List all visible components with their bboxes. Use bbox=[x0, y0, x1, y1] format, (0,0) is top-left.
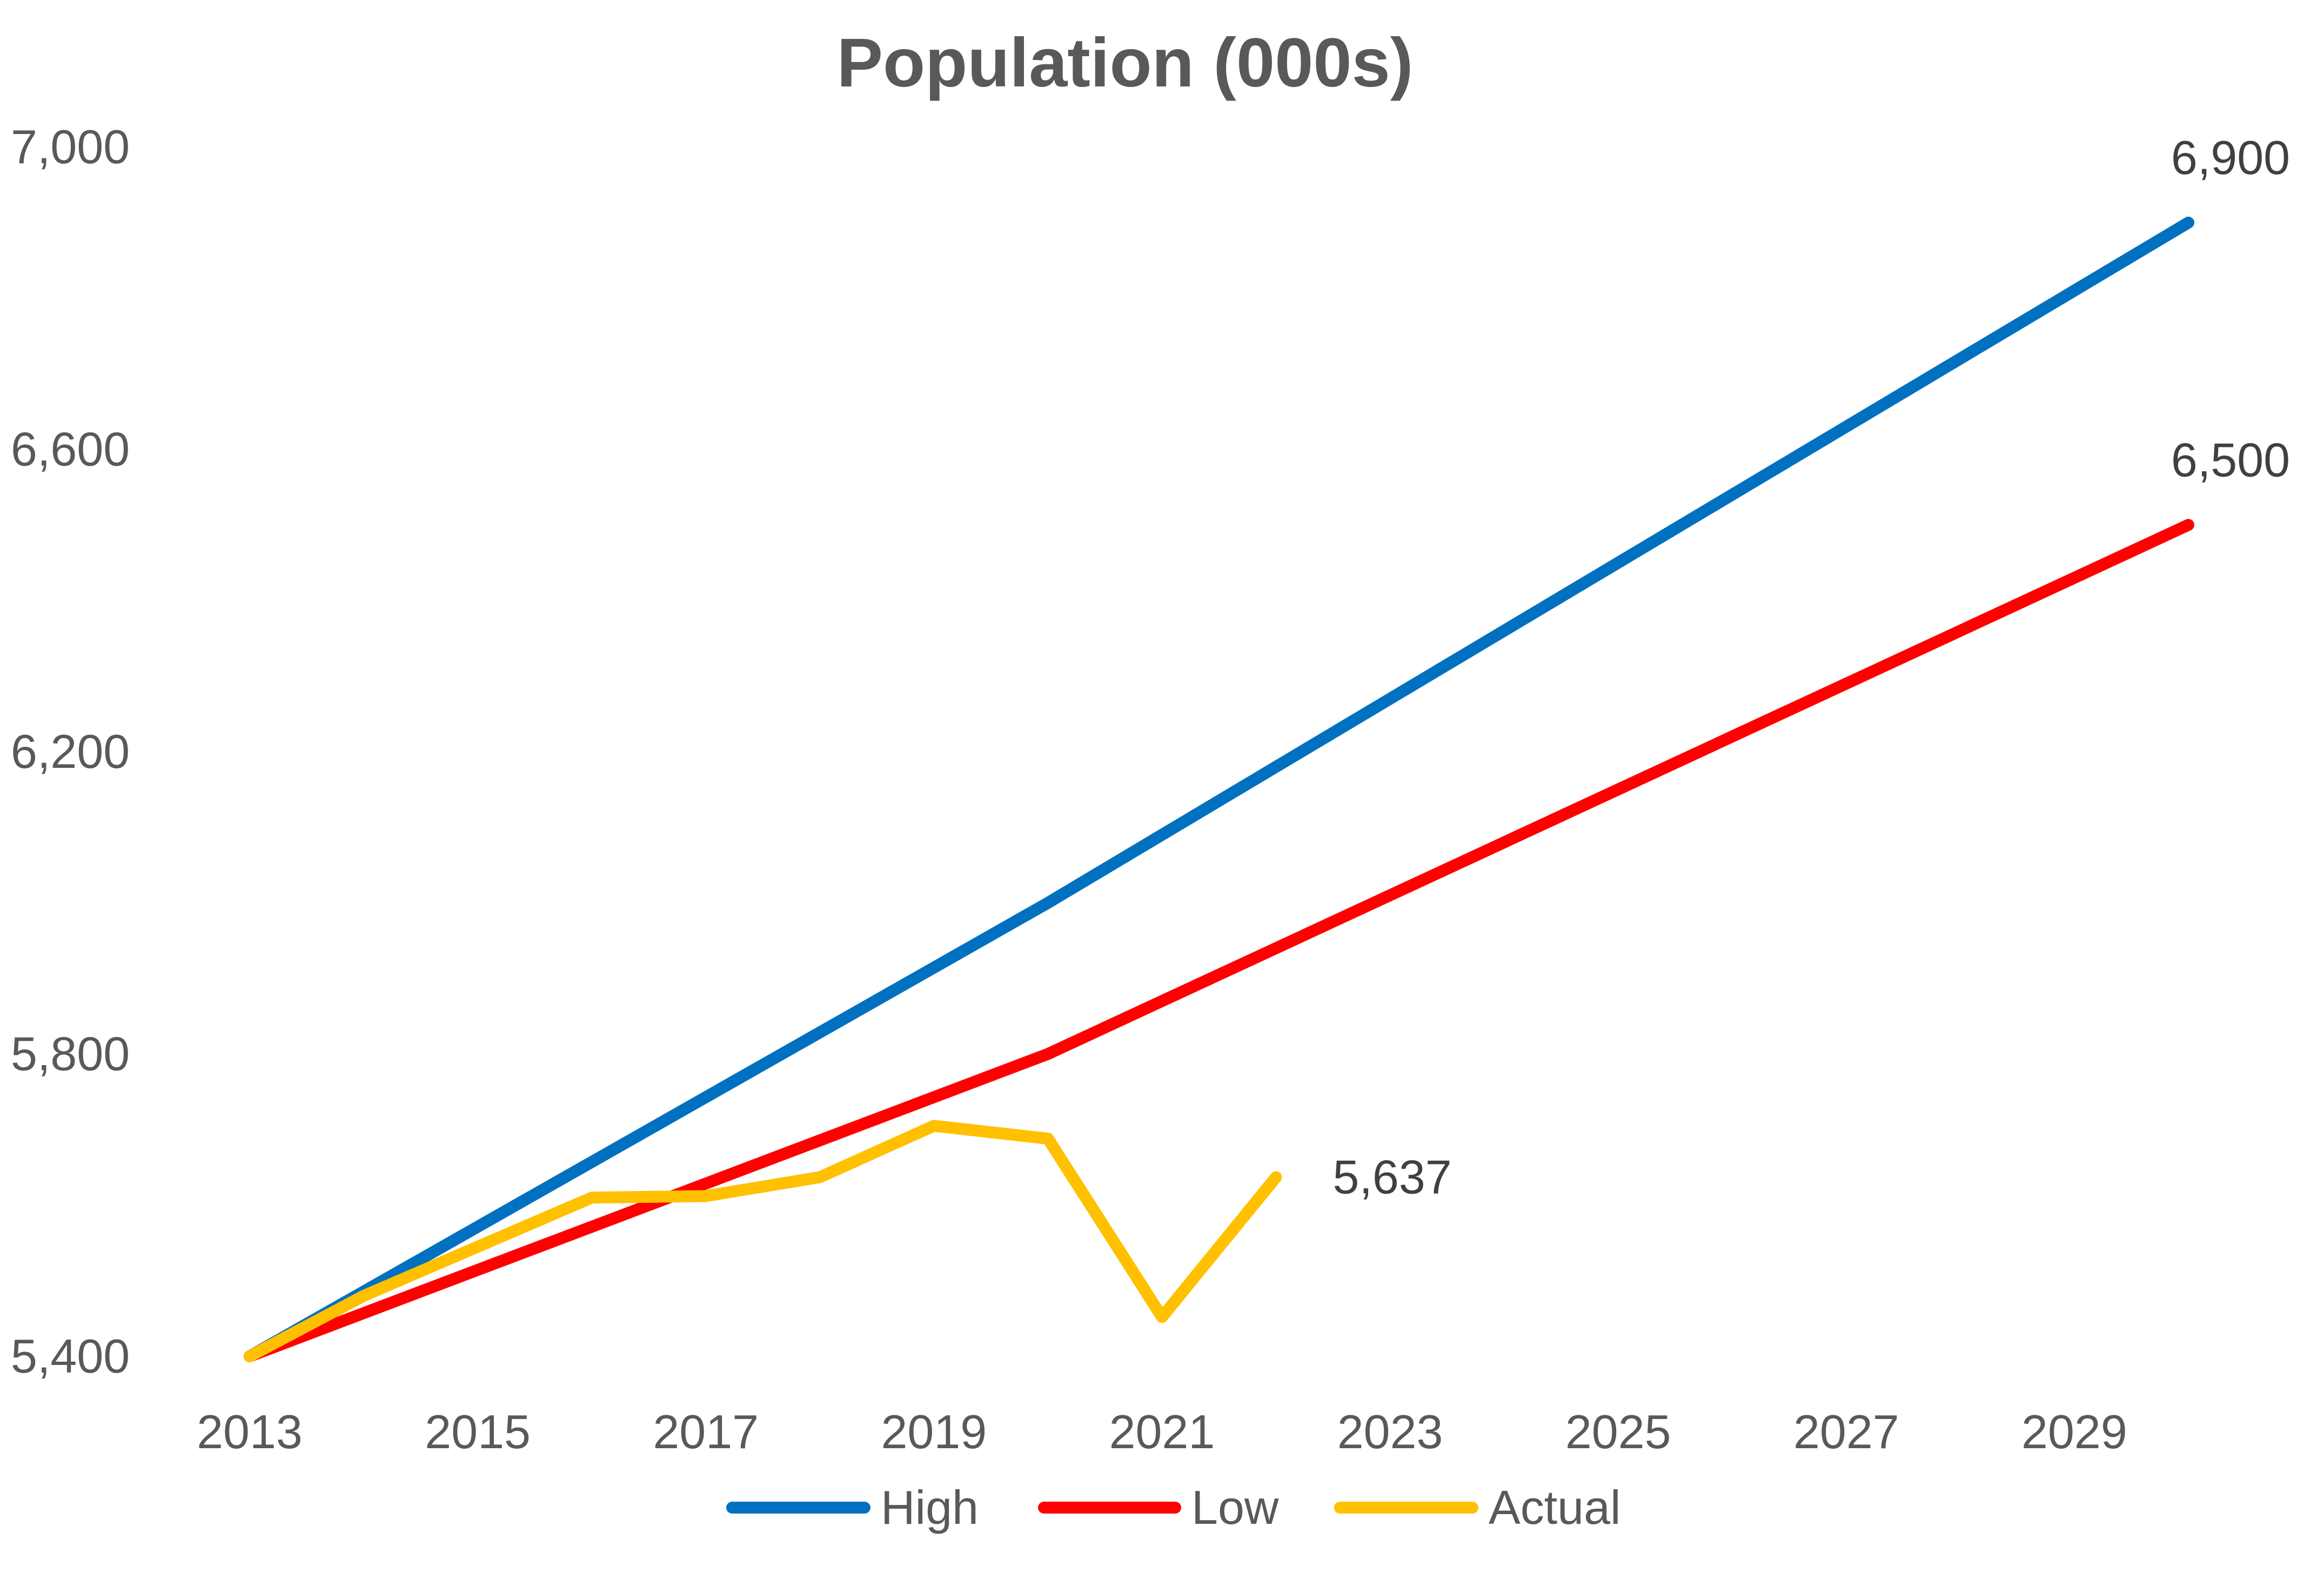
series-line-low bbox=[244, 519, 2194, 1362]
x-tick-label: 2023 bbox=[1337, 1405, 1443, 1458]
y-tick-label: 7,000 bbox=[11, 120, 130, 173]
x-tick-label: 2021 bbox=[1109, 1405, 1215, 1458]
x-tick-label: 2027 bbox=[1793, 1405, 1899, 1458]
y-tick-label: 6,200 bbox=[11, 725, 130, 778]
x-tick-label: 2025 bbox=[1565, 1405, 1671, 1458]
x-axis-ticks: 2013 2015 2017 2019 2021 2023 2025 2027 2029 bbox=[197, 1405, 2127, 1458]
end-labels: 6,900 6,500 5,637 bbox=[1333, 131, 2290, 1204]
x-tick-label: 2029 bbox=[2021, 1405, 2127, 1458]
x-tick-label: 2019 bbox=[881, 1405, 987, 1458]
legend-item-high: High bbox=[726, 1481, 979, 1534]
y-tick-label: 5,800 bbox=[11, 1027, 130, 1081]
y-tick-label: 5,400 bbox=[11, 1329, 130, 1383]
series-lines bbox=[244, 216, 2194, 1362]
chart-title: Population (000s) bbox=[837, 24, 1414, 102]
y-tick-label: 6,600 bbox=[11, 423, 130, 476]
end-label-low: 6,500 bbox=[2171, 433, 2290, 486]
x-tick-label: 2017 bbox=[653, 1405, 759, 1458]
series-line-actual bbox=[244, 1120, 1282, 1362]
legend-label-low: Low bbox=[1191, 1481, 1279, 1534]
series-line-high bbox=[244, 216, 2194, 1362]
legend: High Low Actual bbox=[726, 1481, 1621, 1534]
end-label-actual: 5,637 bbox=[1333, 1150, 1452, 1203]
legend-label-actual: Actual bbox=[1489, 1481, 1621, 1534]
x-tick-label: 2015 bbox=[425, 1405, 531, 1458]
end-label-high: 6,900 bbox=[2171, 131, 2290, 184]
legend-label-high: High bbox=[881, 1481, 979, 1534]
y-axis-ticks: 5,400 5,800 6,200 6,600 7,000 bbox=[11, 120, 130, 1383]
x-tick-label: 2013 bbox=[197, 1405, 303, 1458]
legend-item-low: Low bbox=[1038, 1481, 1279, 1534]
legend-item-actual: Actual bbox=[1334, 1481, 1621, 1534]
